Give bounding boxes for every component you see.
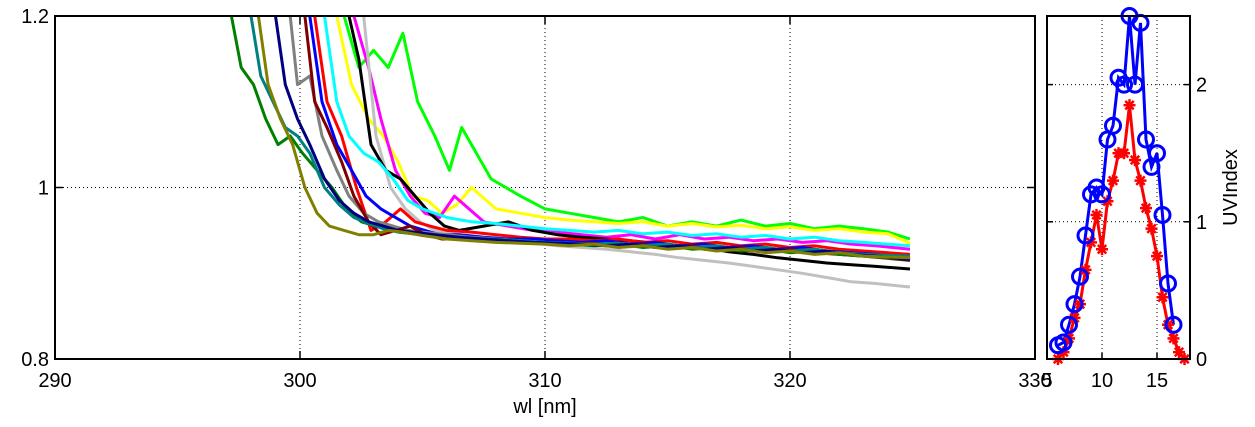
uv-y-axis-label: UVIndex — [1220, 149, 1242, 226]
spectrum-line-14 — [256, 16, 911, 260]
spectrum-line-5 — [347, 16, 911, 271]
x-tick-label: 320 — [773, 370, 806, 392]
uv-point-asterisk — [1118, 147, 1130, 160]
uv-point-asterisk — [1096, 243, 1108, 256]
y-tick-label: 1.2 — [21, 6, 49, 28]
x-axis-label: wl [nm] — [512, 396, 576, 418]
uv-point-circle — [1126, 75, 1144, 94]
uv-point-asterisk — [1145, 222, 1158, 235]
uv-x-tick-label: 10 — [1091, 370, 1113, 392]
uv-point-circle — [1071, 267, 1089, 286]
uv-point-asterisk — [1167, 332, 1180, 345]
uv-y-tick-label: 1 — [1196, 212, 1207, 234]
uv-point-circle — [1137, 130, 1155, 149]
spectrum-line-6 — [323, 16, 911, 248]
uv-point-circle — [1076, 226, 1095, 245]
uv-point-asterisk — [1151, 250, 1163, 263]
uv-point-circle — [1093, 185, 1111, 204]
uv-point-circle — [1065, 295, 1084, 314]
x-tick-label: 330 — [1018, 370, 1051, 392]
y-tick-label: 0.8 — [21, 349, 49, 371]
main-axes-frame — [54, 15, 1036, 360]
uv-point-asterisk — [1173, 346, 1185, 359]
spectrum-line-1 — [342, 16, 911, 241]
uv-point-circle — [1115, 75, 1133, 94]
spectrum-line-7 — [313, 16, 911, 256]
uv-point-circle — [1060, 315, 1078, 334]
spectrum-line-3 — [352, 16, 911, 251]
spectra-series-group — [229, 16, 911, 289]
uv-point-asterisk — [1090, 208, 1103, 221]
uv-point-asterisk — [1156, 291, 1169, 304]
uv-point-asterisk — [1129, 154, 1141, 167]
x-tick-label: 310 — [528, 370, 561, 392]
x-tick-label: 300 — [283, 370, 316, 392]
uv-x-tick-label: 5 — [1041, 370, 1052, 392]
uv-point-circle — [1164, 315, 1183, 334]
uv-point-asterisk — [1123, 99, 1136, 112]
uv-y-tick-label: 0 — [1196, 349, 1207, 371]
uv-point-asterisk — [1107, 174, 1119, 187]
uv-point-asterisk — [1134, 174, 1147, 187]
uv-point-circle — [1054, 333, 1073, 352]
uv-markers-group — [1049, 7, 1191, 365]
uv-axes-frame — [1046, 15, 1191, 360]
uv-x-tick-label: 15 — [1146, 370, 1168, 392]
x-tick-label: 290 — [38, 370, 71, 392]
spectrum-line-2 — [335, 16, 911, 245]
uv-point-circle — [1153, 205, 1172, 224]
uv-point-asterisk — [1140, 202, 1152, 215]
uv-point-circle — [1159, 274, 1177, 293]
uv-y-tick-label: 2 — [1196, 75, 1207, 97]
uv-point-circle — [1104, 116, 1122, 135]
uv-point-circle — [1148, 144, 1166, 163]
y-tick-label: 1 — [38, 178, 49, 200]
